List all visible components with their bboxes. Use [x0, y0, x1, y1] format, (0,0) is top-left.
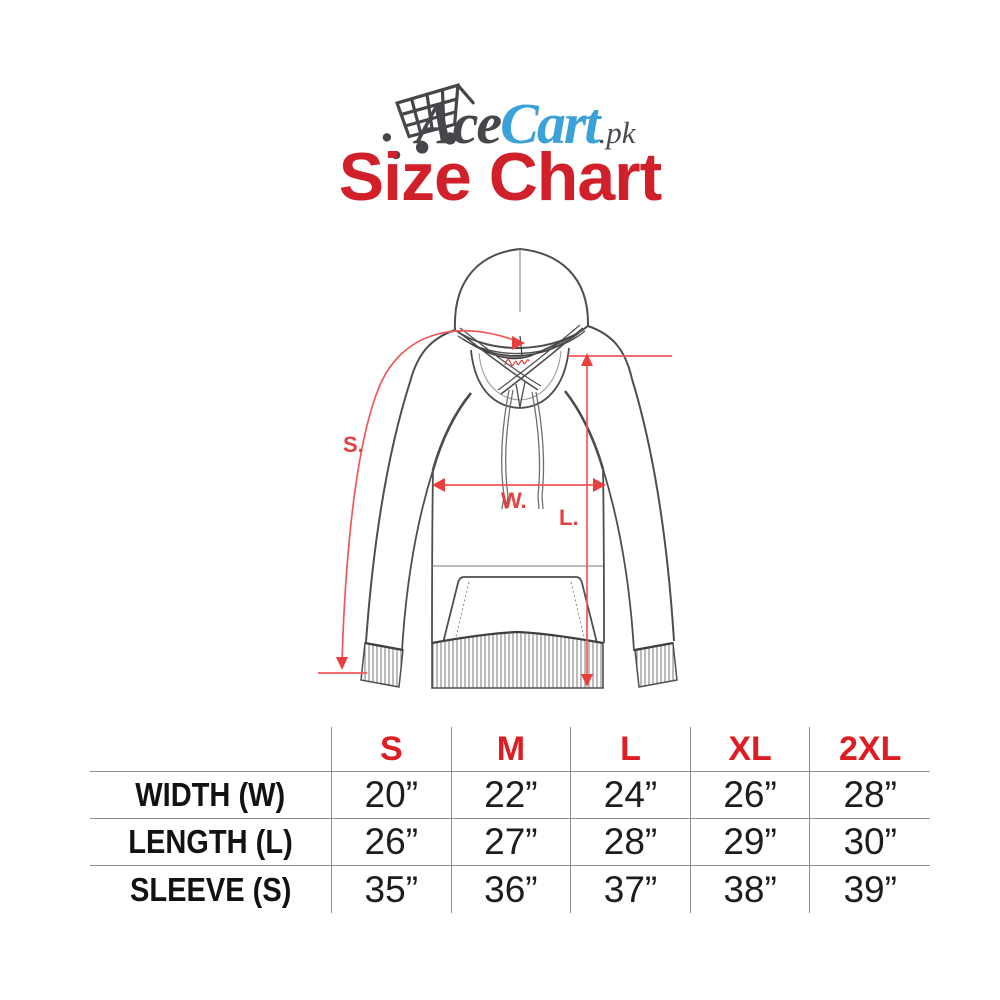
- hood-front-edges: [456, 324, 584, 409]
- length-s: 26”: [332, 819, 452, 866]
- width-m: 22”: [451, 772, 572, 819]
- shopping-cart-icon: [382, 83, 475, 160]
- col-header-xl: XL: [690, 727, 811, 772]
- width-2xl: 28”: [810, 772, 930, 819]
- row-label-width: WIDTH (W): [90, 772, 332, 819]
- measurement-lines: [318, 329, 672, 682]
- brand-name-suffix: Cart: [500, 91, 600, 156]
- row-label-sleeve: SLEEVE (S): [90, 866, 332, 913]
- row-label-length: LENGTH (L): [90, 819, 332, 866]
- sleeve-measure-line: [341, 329, 520, 663]
- hem-ribbing: [431, 630, 604, 689]
- body-outline: [365, 325, 675, 652]
- cuffs: [360, 641, 678, 688]
- size-table: S M L XL 2XL WIDTH (W) 20” 22” 24” 26” 2…: [90, 727, 930, 913]
- col-header-2xl: 2XL: [810, 727, 930, 772]
- width-s: 20”: [332, 772, 452, 819]
- col-header-l: L: [571, 727, 691, 772]
- brand-name-prefix: Ace: [416, 91, 502, 156]
- page-title: Size Chart: [338, 139, 663, 215]
- sleeve-measure-label: S.: [343, 432, 364, 457]
- col-header-s: S: [332, 727, 452, 772]
- drawstrings: [501, 389, 545, 510]
- width-xl: 26”: [690, 772, 811, 819]
- sleeve-s: 35”: [332, 866, 452, 913]
- length-m: 27”: [451, 819, 572, 866]
- width-measure-label: W.: [501, 488, 527, 513]
- sleeve-2xl: 39”: [810, 866, 930, 913]
- width-l: 24”: [571, 772, 691, 819]
- sleeve-xl: 38”: [690, 866, 811, 913]
- hoodie-measurement-diagram: S. W. L.: [318, 247, 678, 689]
- table-corner-cell: [90, 727, 332, 772]
- brand-domain: .pk: [598, 115, 636, 150]
- col-header-m: M: [451, 727, 572, 772]
- length-xl: 29”: [690, 819, 811, 866]
- raglan-seams: [431, 390, 605, 471]
- brand-wordmark: AceCart.pk: [416, 92, 636, 165]
- length-l: 28”: [571, 819, 691, 866]
- length-measure-label: L.: [559, 505, 579, 530]
- sleeve-m: 36”: [451, 866, 572, 913]
- measurement-arrowheads: [336, 336, 606, 687]
- brand-logo: AceCart.pk: [0, 40, 1000, 160]
- sleeve-l: 37”: [571, 866, 691, 913]
- neck-brand-mark: [504, 359, 530, 367]
- length-2xl: 30”: [810, 819, 930, 866]
